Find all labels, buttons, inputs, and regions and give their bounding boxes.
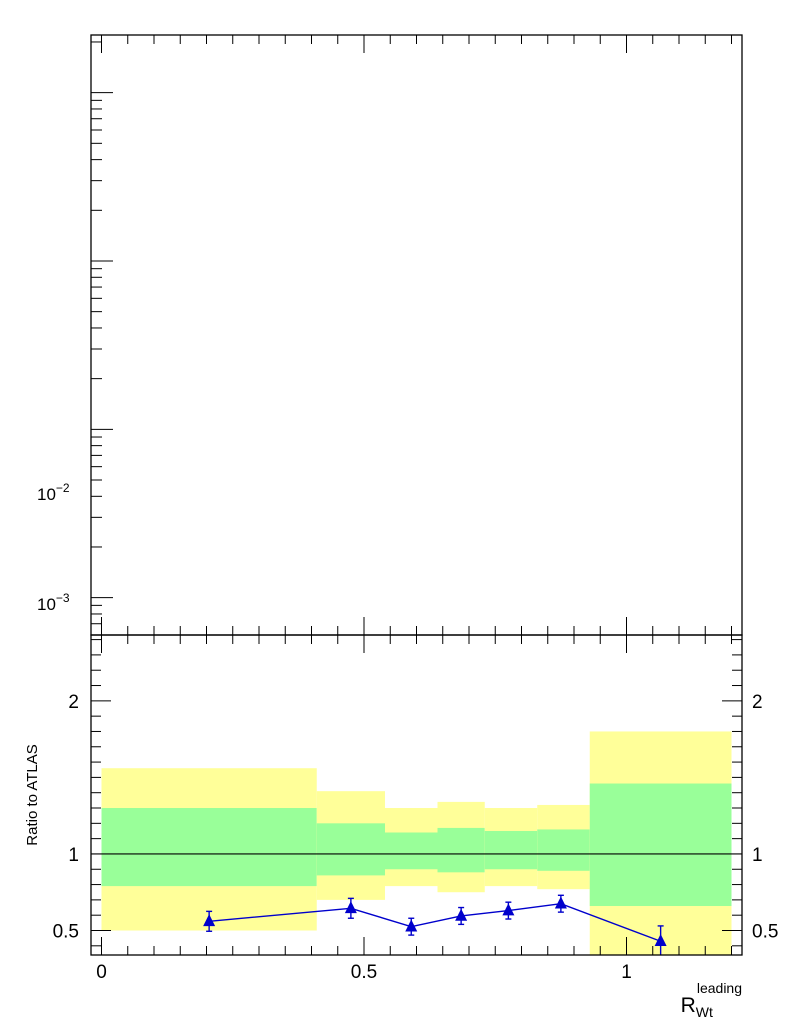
y-tick-label-1e-3: 10−3: [37, 591, 70, 614]
inner-band-bin: [316, 823, 385, 876]
inner-band-bin: [484, 830, 538, 870]
data-point-marker: [654, 934, 667, 947]
ratio-plot-panel: 0.5 0.5 1 1 2 2 0 0.5 1 Ratio to ATLAS RWtleadin…: [24, 634, 779, 1020]
inner-band-bin: [385, 832, 438, 870]
inner-band-bin: [537, 829, 590, 871]
data-point-marker: [554, 896, 567, 909]
inner-band-bin: [101, 808, 317, 887]
series-layer: [203, 894, 667, 955]
x-tick-label: 1: [621, 962, 632, 983]
y-tick-label-left: 2: [68, 692, 79, 713]
y-tick-label-left: 1: [68, 845, 79, 866]
y-tick-label-right: 0.5: [752, 922, 778, 943]
y-tick-label-left: 0.5: [53, 922, 79, 943]
data-point-marker: [405, 919, 418, 932]
data-point-marker: [344, 901, 357, 914]
uncertainty-bands: [101, 731, 732, 955]
inner-band-bin: [589, 783, 732, 907]
y-tick-label-right: 1: [752, 845, 763, 866]
ratio-tick-labels: 0.5 0.5 1 1 2 2 0 0.5 1: [53, 692, 779, 983]
data-point-marker: [203, 914, 216, 927]
data-point-marker: [455, 908, 468, 921]
y-tick-label-1e-2: 10−2: [37, 481, 70, 504]
y-axis-label: Ratio to ATLAS: [24, 744, 41, 845]
x-axis-label: RWtleading: [681, 980, 742, 1020]
x-tick-label: 0: [96, 962, 107, 983]
ratio-axis-ticks: [91, 635, 742, 955]
data-point-marker: [502, 903, 515, 916]
y-tick-label-right: 2: [752, 692, 763, 713]
inner-band-bin: [437, 827, 485, 873]
x-tick-label: 0.5: [351, 962, 377, 983]
